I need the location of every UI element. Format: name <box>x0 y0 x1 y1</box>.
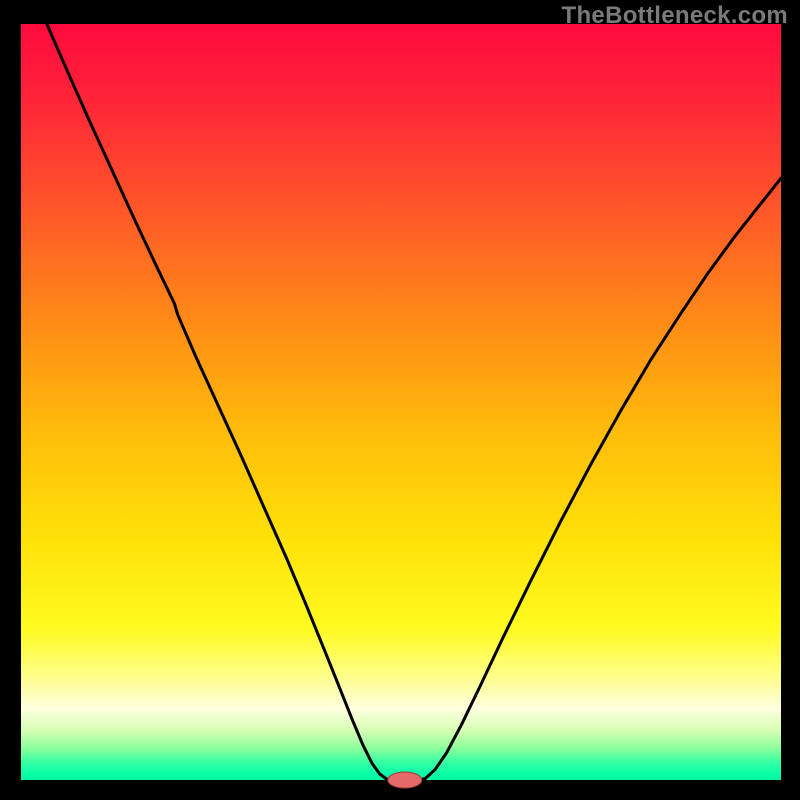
plot-background <box>21 24 781 780</box>
bottleneck-curve-chart <box>0 0 800 800</box>
optimal-marker <box>388 772 422 788</box>
watermark-text: TheBottleneck.com <box>562 2 788 30</box>
